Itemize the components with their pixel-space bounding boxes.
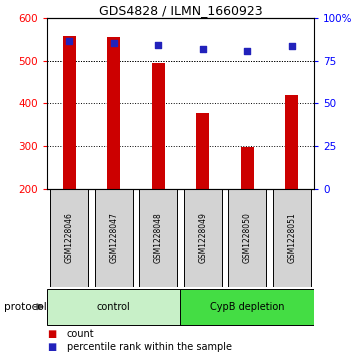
Bar	[285, 95, 299, 189]
Text: GSM1228046: GSM1228046	[65, 212, 74, 263]
Text: GSM1228047: GSM1228047	[109, 212, 118, 263]
Point	[289, 44, 295, 49]
Bar	[152, 63, 165, 189]
Bar	[95, 189, 132, 287]
Bar	[229, 189, 266, 287]
Point	[155, 42, 161, 48]
Bar	[107, 37, 120, 189]
Point	[66, 38, 72, 44]
Point	[244, 49, 250, 54]
Text: GSM1228049: GSM1228049	[198, 212, 207, 263]
Bar	[184, 189, 222, 287]
Bar	[240, 147, 254, 189]
Point	[111, 40, 117, 46]
Text: ■: ■	[47, 329, 56, 339]
Point	[200, 46, 206, 52]
Text: GSM1228051: GSM1228051	[287, 212, 296, 263]
Text: ■: ■	[47, 342, 56, 352]
Bar	[180, 289, 314, 325]
Bar	[50, 189, 88, 287]
Text: control: control	[97, 302, 131, 312]
Title: GDS4828 / ILMN_1660923: GDS4828 / ILMN_1660923	[99, 4, 262, 17]
Text: GSM1228048: GSM1228048	[154, 212, 163, 263]
Bar	[139, 189, 177, 287]
Text: count: count	[67, 329, 95, 339]
Text: CypB depletion: CypB depletion	[210, 302, 284, 312]
Bar	[196, 113, 209, 189]
Text: percentile rank within the sample: percentile rank within the sample	[67, 342, 232, 352]
Text: GSM1228050: GSM1228050	[243, 212, 252, 263]
Text: protocol: protocol	[4, 302, 46, 312]
Bar	[62, 36, 76, 189]
Bar	[273, 189, 311, 287]
Bar	[47, 289, 180, 325]
